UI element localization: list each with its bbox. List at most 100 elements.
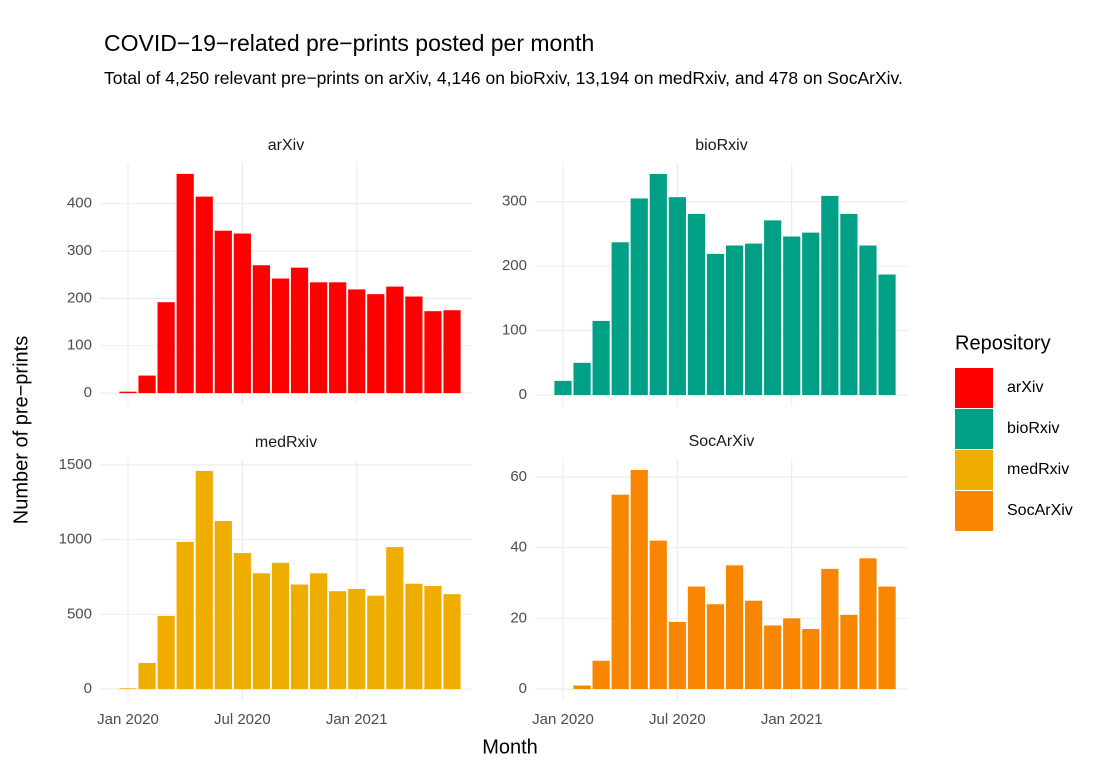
bar [859, 558, 877, 690]
y-tick-label: 20 [510, 609, 527, 626]
bar [252, 573, 271, 690]
legend-label: arXiv [1007, 379, 1043, 396]
y-axis-title: Number of pre−prints [10, 336, 32, 524]
bar [668, 621, 686, 690]
chart-title: COVID−19−related pre−prints posted per m… [104, 30, 595, 56]
bar [725, 565, 744, 690]
bar [271, 278, 290, 394]
legend-swatch [955, 409, 993, 449]
x-tick-label: Jan 2020 [97, 711, 159, 728]
bar [725, 245, 744, 396]
bar [668, 197, 686, 396]
legend-swatch [955, 368, 993, 408]
bar [348, 588, 366, 690]
y-tick-label: 200 [502, 257, 527, 274]
bar [630, 198, 648, 396]
y-tick-label: 200 [67, 289, 92, 306]
bar [157, 302, 175, 394]
x-tick-label: Jan 2020 [532, 711, 594, 728]
y-tick-label: 400 [67, 195, 92, 212]
bar [138, 662, 156, 690]
y-tick-label: 60 [510, 468, 527, 485]
facet-title: bioRxiv [695, 137, 747, 154]
bar [367, 595, 385, 690]
bar [878, 274, 896, 396]
bar [706, 253, 725, 396]
bar [233, 553, 251, 690]
bar [424, 311, 442, 394]
bar [405, 296, 423, 394]
bar [783, 236, 801, 396]
y-tick-label: 100 [502, 322, 527, 339]
bar [649, 540, 667, 690]
legend-title: Repository [955, 332, 1051, 354]
legend-swatch [955, 491, 993, 531]
bar [386, 286, 404, 394]
bar [310, 282, 328, 394]
bar [592, 320, 610, 396]
bar [573, 685, 591, 690]
facet-title: medRxiv [255, 434, 317, 451]
y-tick-label: 300 [67, 242, 92, 259]
bar [706, 604, 725, 690]
bar [157, 615, 175, 690]
chart-subtitle: Total of 4,250 relevant pre−prints on ar… [104, 68, 903, 88]
y-tick-label: 0 [519, 680, 527, 697]
facet-title: arXiv [268, 137, 304, 154]
bar [573, 362, 591, 396]
bar [764, 625, 782, 690]
bar [329, 282, 347, 394]
bar [214, 520, 232, 690]
bar [176, 173, 194, 394]
bar [554, 380, 572, 396]
bar [745, 243, 763, 396]
x-tick-label: Jan 2021 [326, 711, 388, 728]
bar [764, 220, 782, 396]
x-tick-label: Jan 2021 [761, 711, 823, 728]
bar [821, 195, 839, 396]
bar [386, 547, 404, 690]
bar [119, 391, 137, 394]
bar [424, 585, 442, 690]
legend-swatch [955, 450, 993, 490]
x-tick-label: Jul 2020 [214, 711, 271, 728]
y-tick-label: 0 [84, 384, 92, 401]
y-tick-label: 300 [502, 193, 527, 210]
bar [195, 196, 213, 394]
y-tick-label: 500 [67, 605, 92, 622]
bar [840, 614, 858, 690]
bar [290, 584, 309, 690]
bar [821, 568, 839, 690]
y-tick-label: 40 [510, 539, 527, 556]
bar [687, 213, 706, 396]
bar [802, 628, 820, 690]
bar [878, 586, 896, 690]
bar [138, 375, 156, 394]
bar [290, 267, 309, 394]
bar [783, 618, 801, 690]
bar [271, 562, 290, 690]
legend-label: SocArXiv [1007, 502, 1073, 519]
bar [214, 230, 232, 394]
bar [802, 232, 820, 396]
bar [443, 310, 461, 394]
legend-label: medRxiv [1007, 461, 1069, 478]
bar [592, 660, 610, 690]
bar [233, 233, 251, 394]
bar [745, 600, 763, 690]
bar [348, 289, 366, 394]
bar [310, 573, 328, 690]
facet-title: SocArXiv [689, 433, 755, 450]
bar [840, 213, 858, 396]
bar [859, 245, 877, 396]
bar [443, 594, 461, 690]
bar [405, 583, 423, 690]
y-tick-label: 1000 [59, 531, 92, 548]
bar [611, 242, 629, 396]
x-axis-title: Month [482, 736, 538, 758]
bar [252, 265, 271, 394]
bar [119, 688, 137, 690]
bar [195, 470, 213, 690]
